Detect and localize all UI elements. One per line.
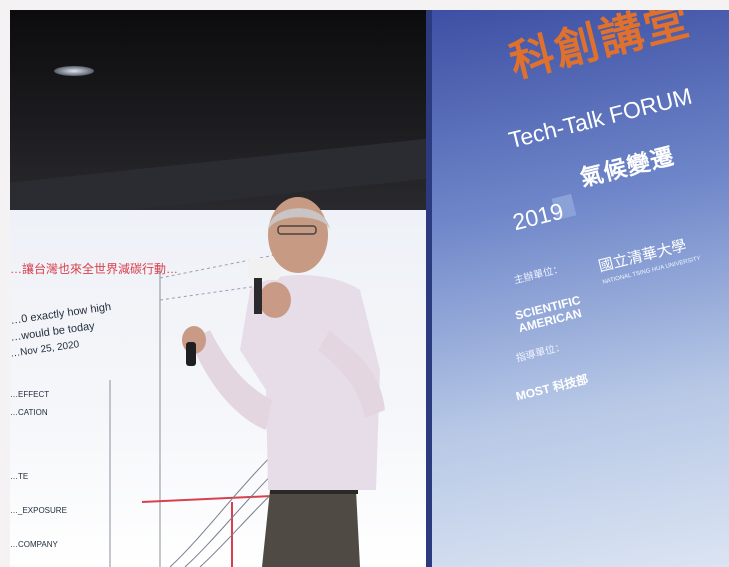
banner-subtitle-cn: 氣候變遷 [577, 142, 678, 193]
scientific-american-logo: SCIENTIFIC AMERICAN [513, 292, 584, 336]
screen-heading: …讓台灣也來全世界減碳行動… [10, 262, 179, 276]
speaker-hand-right [259, 282, 291, 318]
photo-frame: …讓台灣也來全世界減碳行動… …0 exactly how high …woul… [10, 10, 729, 567]
microphone-handle [254, 278, 262, 314]
speaker-shirt [240, 275, 380, 490]
speaker-arm-left [190, 330, 272, 430]
speaker-hair [268, 208, 330, 230]
screen-row-2: …CATION [10, 408, 48, 417]
banner-edge [426, 10, 432, 567]
forum-banner: 科創講堂 Tech-Talk FORUM 氣候變遷 2019 主辦單位： SCI… [426, 10, 729, 567]
banner-year: 2019 [510, 197, 566, 236]
organizer-label: 主辦單位： [512, 263, 565, 287]
screen-row-3: …TE [10, 472, 29, 481]
speaker-arm-right [318, 330, 385, 418]
banner-title-cn: 科創講堂 [504, 10, 696, 89]
remote-icon [186, 342, 196, 366]
microphone-icon [248, 258, 280, 280]
speaker-trousers [262, 490, 360, 567]
screen-row-4: …_EXPOSURE [10, 506, 67, 515]
screen-row-5: …COMPANY [10, 540, 58, 549]
most-logo: MOST 科技部 [514, 372, 590, 404]
ceiling-light-icon [54, 66, 94, 76]
speaker [182, 197, 385, 567]
screen-row-1: …EFFECT [10, 390, 50, 399]
speaker-glasses [277, 225, 317, 235]
sponsor-label: 指導單位： [514, 341, 567, 365]
